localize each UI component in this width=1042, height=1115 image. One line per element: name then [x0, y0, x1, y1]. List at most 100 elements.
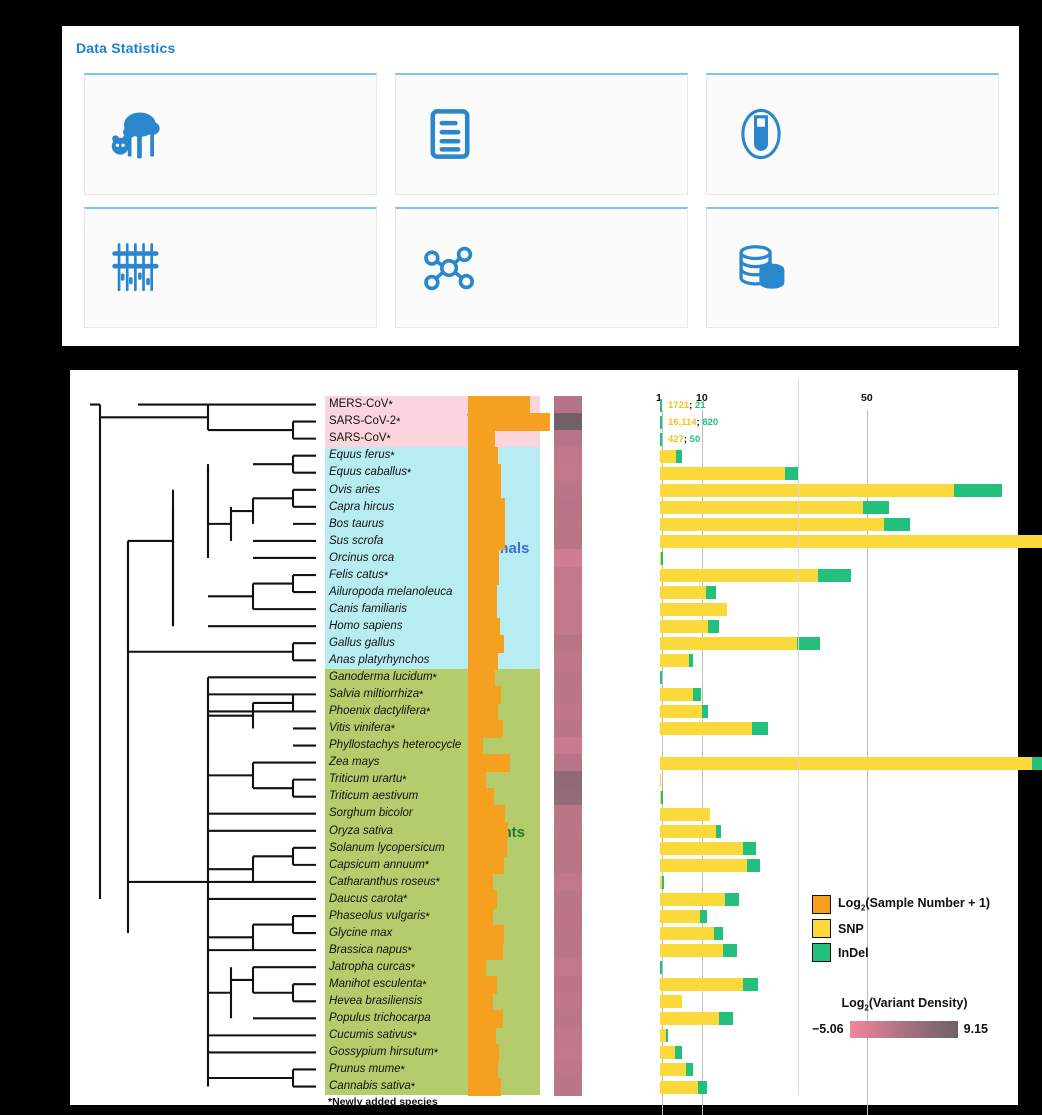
species-row[interactable]: Phaseolus vulgaris * — [325, 908, 540, 926]
stat-card-samples[interactable] — [706, 73, 999, 195]
indel-bar — [660, 415, 663, 429]
sample-number-bar — [468, 413, 550, 432]
indel-bar — [743, 841, 756, 855]
indel-bar — [702, 705, 708, 719]
snp-count: 1721 — [668, 399, 690, 411]
species-row[interactable]: Manihot esculenta * — [325, 976, 540, 994]
species-row[interactable]: Oryza sativa — [325, 822, 540, 840]
stat-text — [504, 260, 687, 276]
sample-number-bar — [468, 617, 500, 636]
snp-bar — [660, 551, 661, 565]
variant-density-cell — [554, 1078, 582, 1097]
stat-card-variants[interactable] — [84, 206, 377, 328]
species-name: Hevea brasiliensis — [329, 995, 423, 1008]
stat-card-submissions[interactable] — [706, 206, 999, 328]
group-band-plants — [325, 668, 540, 1096]
species-name: Zea mays — [329, 756, 380, 769]
sample-number-bar — [468, 992, 494, 1011]
species-row[interactable]: Sus scrofa — [325, 532, 540, 550]
species-row[interactable]: Orcinus orca — [325, 549, 540, 567]
species-row[interactable]: Salvia miltiorrhiza * — [325, 686, 540, 704]
species-row[interactable]: Homo sapiens — [325, 618, 540, 636]
legend-swatch — [812, 895, 831, 914]
species-name: Brassica napus — [329, 943, 408, 956]
species-row[interactable]: Jatropha curcas * — [325, 959, 540, 977]
density-min-label: −5.06 — [812, 1022, 844, 1036]
species-row[interactable]: Canis familiaris — [325, 601, 540, 619]
indel-bar — [660, 551, 663, 565]
variant-density-cell — [554, 873, 582, 892]
variant-density-cell — [554, 1060, 582, 1080]
species-row[interactable]: Capra hircus — [325, 498, 540, 516]
species-row[interactable]: Felis catus * — [325, 567, 540, 585]
sample-number-bar — [468, 634, 505, 653]
species-row[interactable]: Brassica napus * — [325, 942, 540, 960]
indel-bar — [953, 483, 1002, 497]
snp-count: 427 — [668, 433, 684, 445]
indel-bar — [1031, 756, 1042, 770]
species-row[interactable]: Capsicum annuum * — [325, 856, 540, 874]
species-row[interactable]: Cucumis sativus * — [325, 1027, 540, 1045]
sample-number-bar — [468, 464, 501, 483]
species-row[interactable]: Catharanthus roseus * — [325, 873, 540, 891]
species-row[interactable]: Zea mays — [325, 754, 540, 772]
stat-card-associations[interactable] — [395, 206, 688, 328]
stat-card-projects[interactable] — [395, 73, 688, 195]
species-row[interactable]: Bos taurus — [325, 515, 540, 533]
snp-bar — [660, 654, 689, 668]
species-row[interactable]: Solanum lycopersicum — [325, 839, 540, 857]
sample-number-bar — [468, 668, 495, 687]
species-row[interactable]: Ovis aries — [325, 481, 540, 499]
species-row[interactable]: Populus trichocarpa — [325, 1010, 540, 1028]
species-row[interactable]: Sorghum bicolor — [325, 805, 540, 823]
indel-bar — [724, 892, 740, 906]
species-row[interactable]: MERS-CoV * — [325, 396, 540, 414]
sample-number-bar — [468, 805, 506, 824]
variant-density-cell — [554, 771, 582, 790]
stat-text — [815, 260, 998, 276]
axis-tick-label: 50 — [861, 392, 873, 404]
indel-bar — [693, 688, 702, 702]
species-row[interactable]: Cannabis sativa * — [325, 1078, 540, 1096]
legend-label: SNP — [838, 921, 864, 936]
species-row[interactable]: Glycine max — [325, 925, 540, 943]
species-name: Jatropha curcas — [329, 960, 411, 973]
species-row[interactable]: Triticum aestivum — [325, 788, 540, 806]
snp-bar — [660, 1063, 687, 1077]
species-row[interactable]: Ailuropoda melanoleuca — [325, 584, 540, 602]
species-row[interactable]: Vitis vinifera * — [325, 720, 540, 738]
species-row[interactable]: SARS-CoV * — [325, 430, 540, 448]
species-row[interactable]: Gossypium hirsutum * — [325, 1044, 540, 1062]
sample-number-bar — [468, 651, 499, 670]
species-name: Ganoderma lucidum — [329, 671, 433, 684]
species-row[interactable]: Prunus mume * — [325, 1061, 540, 1079]
species-row[interactable]: Daucus carota * — [325, 890, 540, 908]
species-row[interactable]: Equus ferus * — [325, 447, 540, 465]
species-row[interactable]: Anas platyrhynchos — [325, 652, 540, 670]
indel-bar — [676, 449, 682, 463]
indel-bar — [660, 961, 663, 975]
density-max-label: 9.15 — [963, 1022, 988, 1036]
species-name: Vitis vinifera — [329, 722, 391, 735]
species-name: Gossypium hirsutum — [329, 1046, 434, 1059]
density-legend-bar: −5.06 9.15 — [812, 1020, 1012, 1038]
stat-card-species[interactable] — [84, 73, 377, 195]
species-row[interactable]: Triticum urartu * — [325, 771, 540, 789]
variant-density-cell — [554, 924, 582, 943]
species-row[interactable]: SARS-CoV-2 * — [325, 413, 540, 431]
species-row[interactable]: Gallus gallus — [325, 635, 540, 653]
indel-count: 21 — [694, 399, 706, 411]
species-name: Triticum urartu — [329, 773, 403, 786]
sample-number-bar — [468, 771, 486, 790]
species-row[interactable]: Phyllostachys heterocycle — [325, 737, 540, 755]
snp-bar — [660, 449, 677, 463]
snp-bar — [660, 466, 785, 480]
species-row[interactable]: Equus caballus * — [325, 464, 540, 482]
species-row[interactable]: Hevea brasiliensis — [325, 993, 540, 1011]
snp-bar — [660, 807, 711, 821]
species-row[interactable]: Ganoderma lucidum * — [325, 669, 540, 687]
snp-bar — [660, 875, 662, 889]
density-legend-title: Log2(Variant Density) — [841, 996, 968, 1013]
variant-density-cell — [554, 532, 582, 551]
species-row[interactable]: Phoenix dactylifera * — [325, 703, 540, 721]
